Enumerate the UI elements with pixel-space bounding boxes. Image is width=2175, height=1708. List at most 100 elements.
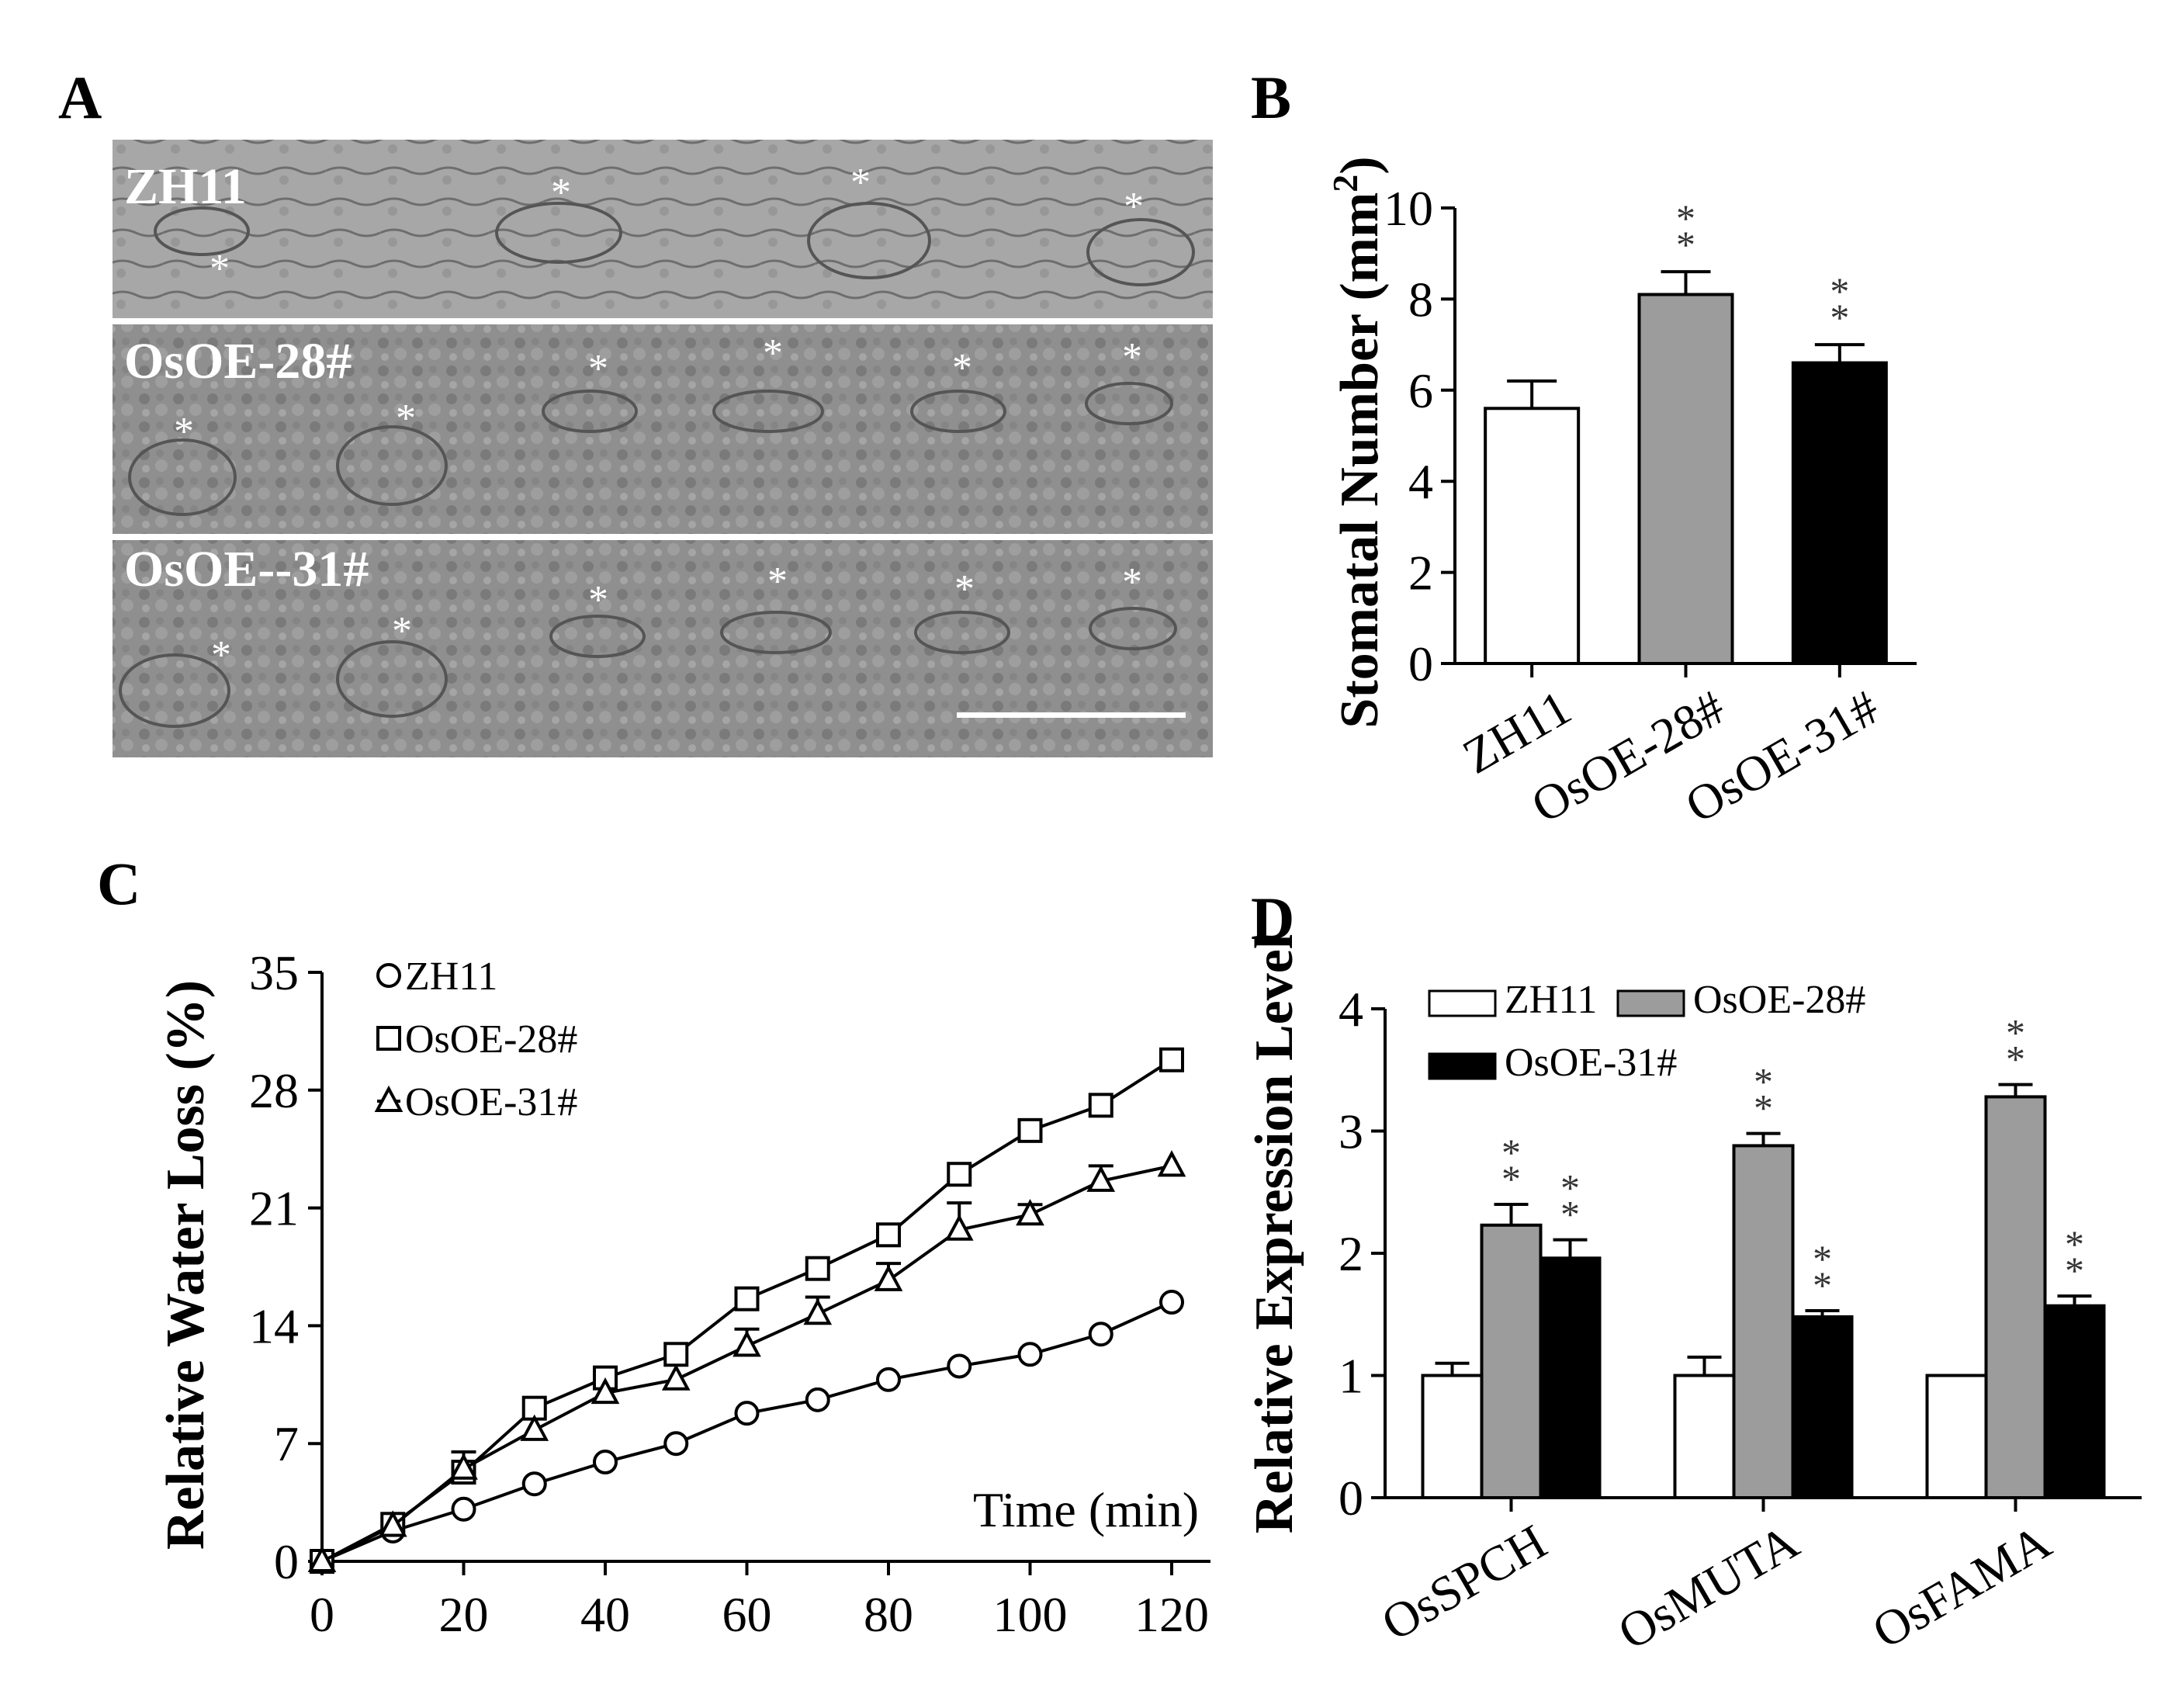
data-point xyxy=(1017,1117,1043,1143)
stoma-marker: * xyxy=(392,609,412,653)
bar xyxy=(1984,1095,2047,1499)
panel-letter-d: D xyxy=(1251,885,1294,952)
data-point xyxy=(803,1297,833,1325)
significance-mark: * xyxy=(2006,1038,2025,1081)
data-point xyxy=(1159,1290,1184,1315)
y-tick-label: 4 xyxy=(1339,982,1363,1037)
y-tick-label: 1 xyxy=(1339,1349,1363,1404)
category-label: OsSPCH xyxy=(1373,1514,1556,1651)
y-axis-title: Stomatal Number (mm2) xyxy=(1325,156,1390,728)
bar xyxy=(1421,1374,1484,1499)
legend-item: OsOE-28# xyxy=(376,1017,577,1062)
x-tick-label: 40 xyxy=(580,1587,630,1642)
data-point xyxy=(593,1450,618,1475)
data-point xyxy=(663,1342,689,1367)
significance-mark: * xyxy=(1754,1086,1773,1130)
y-tick-label: 14 xyxy=(249,1298,299,1353)
x-tick-label: 80 xyxy=(864,1587,913,1642)
stoma-marker: * xyxy=(174,410,194,454)
micrograph-label-zh11: ZH11 xyxy=(124,158,247,215)
data-point xyxy=(734,1286,760,1311)
legend-item: OsOE-28# xyxy=(1616,978,1865,1022)
significance-mark: * xyxy=(1813,1237,1832,1280)
micrograph-divider xyxy=(113,318,1213,324)
significance-mark: * xyxy=(1501,1131,1521,1174)
y-tick-label: 2 xyxy=(1408,546,1433,601)
y-axis-title: Relative Water Loss (%) xyxy=(156,980,216,1550)
y-tick-label: 8 xyxy=(1408,272,1433,327)
data-point xyxy=(1088,1093,1113,1118)
legend-item: ZH11 xyxy=(376,954,497,999)
bar xyxy=(1673,1374,1736,1499)
category-label: OsMUTA xyxy=(1609,1514,1808,1661)
legend-label: OsOE-28# xyxy=(1693,978,1865,1022)
data-point xyxy=(376,963,401,988)
data-point xyxy=(876,1222,901,1248)
micrograph-label-osoe31: OsOE--31# xyxy=(124,541,369,598)
chart-b: 0246810ZH11**OsOE-28#**OsOE-31#Stomatal … xyxy=(1325,156,1917,833)
data-point xyxy=(1088,1322,1113,1347)
x-tick-label: 60 xyxy=(722,1587,772,1642)
bar xyxy=(1637,293,1734,665)
x-tick-label: 100 xyxy=(993,1587,1068,1642)
stoma-marker: * xyxy=(551,171,571,215)
chart-c: 0 7 14 21 28 35 0 20 40 60 80 100 120 ZH11 OsOE-28# OsO… xyxy=(156,945,1210,1642)
significance-mark: * xyxy=(1560,1193,1580,1236)
stoma-marker: * xyxy=(210,247,230,291)
legend-label: ZH11 xyxy=(405,954,497,999)
bar xyxy=(1539,1256,1602,1500)
data-point xyxy=(307,1545,337,1572)
data-point xyxy=(663,1431,689,1457)
data-point xyxy=(734,1401,760,1426)
stoma-marker: * xyxy=(211,633,231,677)
data-point xyxy=(874,1264,903,1291)
y-tick-label: 4 xyxy=(1408,454,1433,509)
series-triangle xyxy=(307,1150,1186,1572)
x-tick-label: 20 xyxy=(439,1587,489,1642)
bar xyxy=(1732,1144,1795,1500)
stoma-marker: * xyxy=(588,347,608,391)
data-point xyxy=(661,1363,691,1391)
y-axis-title-superscript: 2 xyxy=(1325,175,1365,192)
y-tick-label: 28 xyxy=(249,1063,299,1118)
data-point xyxy=(805,1387,830,1412)
bar xyxy=(1484,407,1581,666)
legend-swatch xyxy=(1428,1052,1497,1080)
stoma-marker: * xyxy=(1122,560,1142,605)
micrograph-divider xyxy=(113,534,1213,540)
legend-swatch xyxy=(1428,989,1497,1017)
significance-mark: * xyxy=(2065,1249,2084,1292)
stoma-marker: * xyxy=(1122,335,1142,379)
significance-mark: * xyxy=(1560,1166,1580,1210)
data-point xyxy=(1086,1165,1116,1192)
data-point xyxy=(1016,1199,1044,1226)
legend-label: OsOE-31# xyxy=(1505,1041,1677,1085)
legend-label: ZH11 xyxy=(1505,978,1597,1022)
data-point xyxy=(947,1162,972,1187)
bar xyxy=(1925,1374,1988,1499)
y-tick-label: 0 xyxy=(1408,636,1433,691)
y-tick-label: 2 xyxy=(1339,1226,1363,1281)
micrograph-row-osoe31 xyxy=(113,540,1213,757)
significance-mark: * xyxy=(1676,196,1695,240)
data-point xyxy=(733,1330,761,1357)
micrograph-row-zh11 xyxy=(113,140,1213,318)
data-point xyxy=(378,1510,407,1537)
data-point xyxy=(376,1026,401,1051)
y-axis-title: Relative Expression Level xyxy=(1245,934,1304,1534)
y-tick-label: 3 xyxy=(1339,1104,1363,1159)
y-tick-label: 21 xyxy=(249,1181,299,1236)
category-label: OsFAMA xyxy=(1863,1514,2059,1659)
significance-mark: * xyxy=(1830,269,1849,313)
significance-mark: * xyxy=(1830,296,1849,339)
bar xyxy=(2043,1304,2106,1499)
data-point xyxy=(521,1471,547,1497)
legend-label: OsOE-28# xyxy=(405,1017,577,1062)
x-axis-title: Time (min) xyxy=(973,1482,1199,1537)
y-tick-label: 0 xyxy=(274,1534,299,1589)
scale-bar xyxy=(957,712,1186,718)
micrograph-panel: ZH11 OsOE-28# OsOE--31# * * * * * * * * … xyxy=(113,140,1213,757)
legend-item: OsOE-31# xyxy=(374,1080,577,1124)
y-axis-title-paren: ) xyxy=(1330,156,1390,174)
